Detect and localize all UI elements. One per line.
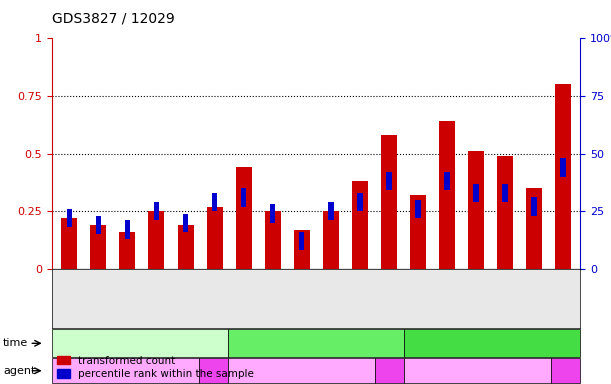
Bar — [270, 204, 276, 223]
Text: time: time — [3, 338, 28, 348]
Text: immediate: immediate — [463, 338, 522, 348]
Bar — [95, 216, 101, 234]
Bar — [497, 156, 513, 269]
Bar — [299, 232, 304, 250]
Bar — [265, 211, 280, 269]
Legend: transformed count, percentile rank within the sample: transformed count, percentile rank withi… — [57, 356, 254, 379]
Bar — [323, 211, 338, 269]
Bar — [381, 135, 397, 269]
Bar — [473, 184, 478, 202]
Bar — [526, 188, 542, 269]
Bar — [531, 197, 537, 216]
Bar — [555, 84, 571, 269]
Bar — [125, 220, 130, 239]
Bar — [444, 172, 450, 190]
Text: 7 days post-SE: 7 days post-SE — [275, 338, 357, 348]
Text: 3 days post-SE: 3 days post-SE — [99, 338, 181, 348]
Bar — [294, 230, 310, 269]
Text: pilocarpine: pilocarpine — [448, 366, 507, 376]
Bar — [178, 225, 194, 269]
Text: saline: saline — [378, 366, 401, 375]
Bar — [468, 151, 484, 269]
Bar — [236, 167, 252, 269]
Bar — [352, 181, 368, 269]
Text: pilocarpine: pilocarpine — [97, 366, 155, 376]
Bar — [386, 172, 392, 190]
Bar — [90, 225, 106, 269]
Bar — [502, 184, 508, 202]
Bar — [120, 232, 136, 269]
Bar — [154, 202, 159, 220]
Bar — [207, 207, 222, 269]
Bar — [183, 214, 188, 232]
Text: saline: saline — [554, 366, 577, 375]
Text: saline: saline — [202, 366, 225, 375]
Bar — [61, 218, 78, 269]
Bar — [415, 200, 420, 218]
Text: agent: agent — [3, 366, 35, 376]
Bar — [357, 193, 362, 211]
Bar — [439, 121, 455, 269]
Bar — [241, 188, 246, 207]
Bar — [67, 209, 72, 227]
Bar — [410, 195, 426, 269]
Text: pilocarpine: pilocarpine — [273, 366, 331, 376]
Bar — [212, 193, 218, 211]
Bar — [328, 202, 334, 220]
Bar — [560, 158, 566, 177]
Text: GDS3827 / 12029: GDS3827 / 12029 — [52, 12, 175, 25]
Bar — [148, 211, 164, 269]
